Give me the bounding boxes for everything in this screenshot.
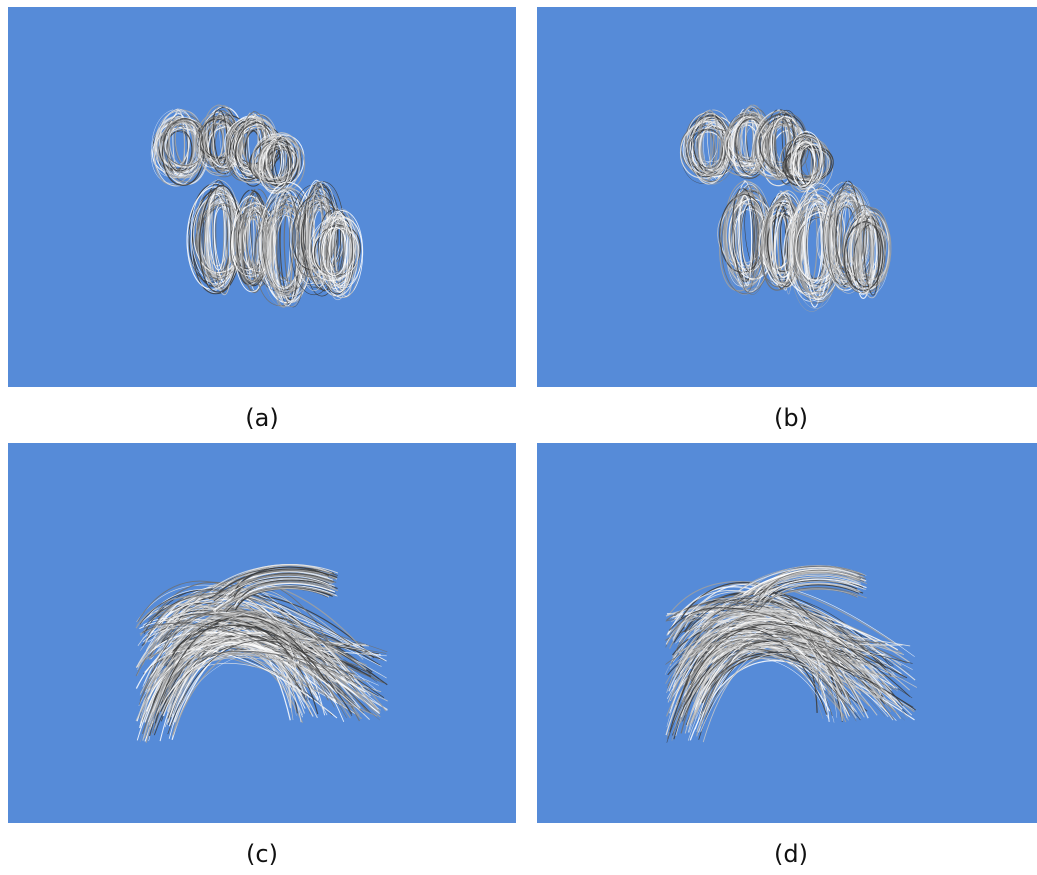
panel — [8, 443, 516, 823]
figure: (a) (b) (c) (d) (() => { const data = JS… — [0, 0, 1037, 875]
panel — [537, 7, 1037, 387]
caption: (b) — [537, 404, 1037, 432]
caption: (c) — [8, 840, 516, 868]
render — [537, 7, 1037, 387]
caption: (a) — [8, 404, 516, 432]
render — [537, 443, 1037, 823]
panel — [8, 7, 516, 387]
render — [8, 443, 516, 823]
caption: (d) — [537, 840, 1037, 868]
panel — [537, 443, 1037, 823]
background — [8, 7, 516, 387]
render — [8, 7, 516, 387]
